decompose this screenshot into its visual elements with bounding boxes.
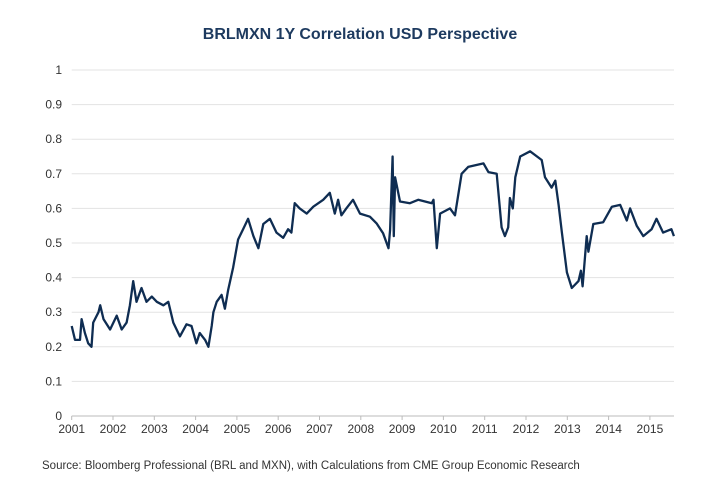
x-tick-label: 2009 bbox=[389, 422, 416, 436]
source-note: Source: Bloomberg Professional (BRL and … bbox=[42, 460, 580, 472]
x-tick-label: 2006 bbox=[265, 422, 292, 436]
y-tick-label: 0.4 bbox=[45, 271, 62, 285]
x-tick-label: 2015 bbox=[637, 422, 664, 436]
y-tick-label: 0.2 bbox=[45, 340, 62, 354]
x-tick-label: 2012 bbox=[513, 422, 540, 436]
x-tick-label: 2002 bbox=[100, 422, 127, 436]
y-tick-label: 0.6 bbox=[45, 201, 62, 215]
y-tick-label: 0.3 bbox=[45, 305, 62, 319]
y-tick-label: 0.8 bbox=[45, 132, 62, 146]
series-line bbox=[70, 150, 675, 348]
x-tick-label: 2008 bbox=[347, 422, 374, 436]
x-tick-label: 2001 bbox=[58, 422, 85, 436]
x-tick-label: 2013 bbox=[554, 422, 581, 436]
x-tick-label: 2004 bbox=[182, 422, 209, 436]
y-tick-label: 0 bbox=[55, 409, 62, 423]
y-tick-label: 1 bbox=[55, 63, 62, 77]
y-tick-label: 0.9 bbox=[45, 98, 62, 112]
y-tick-label: 0.1 bbox=[45, 374, 62, 388]
x-tick-label: 2007 bbox=[306, 422, 333, 436]
y-tick-label: 0.5 bbox=[45, 236, 62, 250]
x-tick-label: 2014 bbox=[595, 422, 622, 436]
chart-title: BRLMXN 1Y Correlation USD Perspective bbox=[202, 26, 518, 43]
x-tick-label: 2003 bbox=[141, 422, 168, 436]
y-tick-label: 0.7 bbox=[45, 167, 62, 181]
x-tick-label: 2010 bbox=[430, 422, 457, 436]
x-tick-label: 2011 bbox=[472, 422, 498, 436]
x-tick-label: 2005 bbox=[224, 422, 251, 436]
